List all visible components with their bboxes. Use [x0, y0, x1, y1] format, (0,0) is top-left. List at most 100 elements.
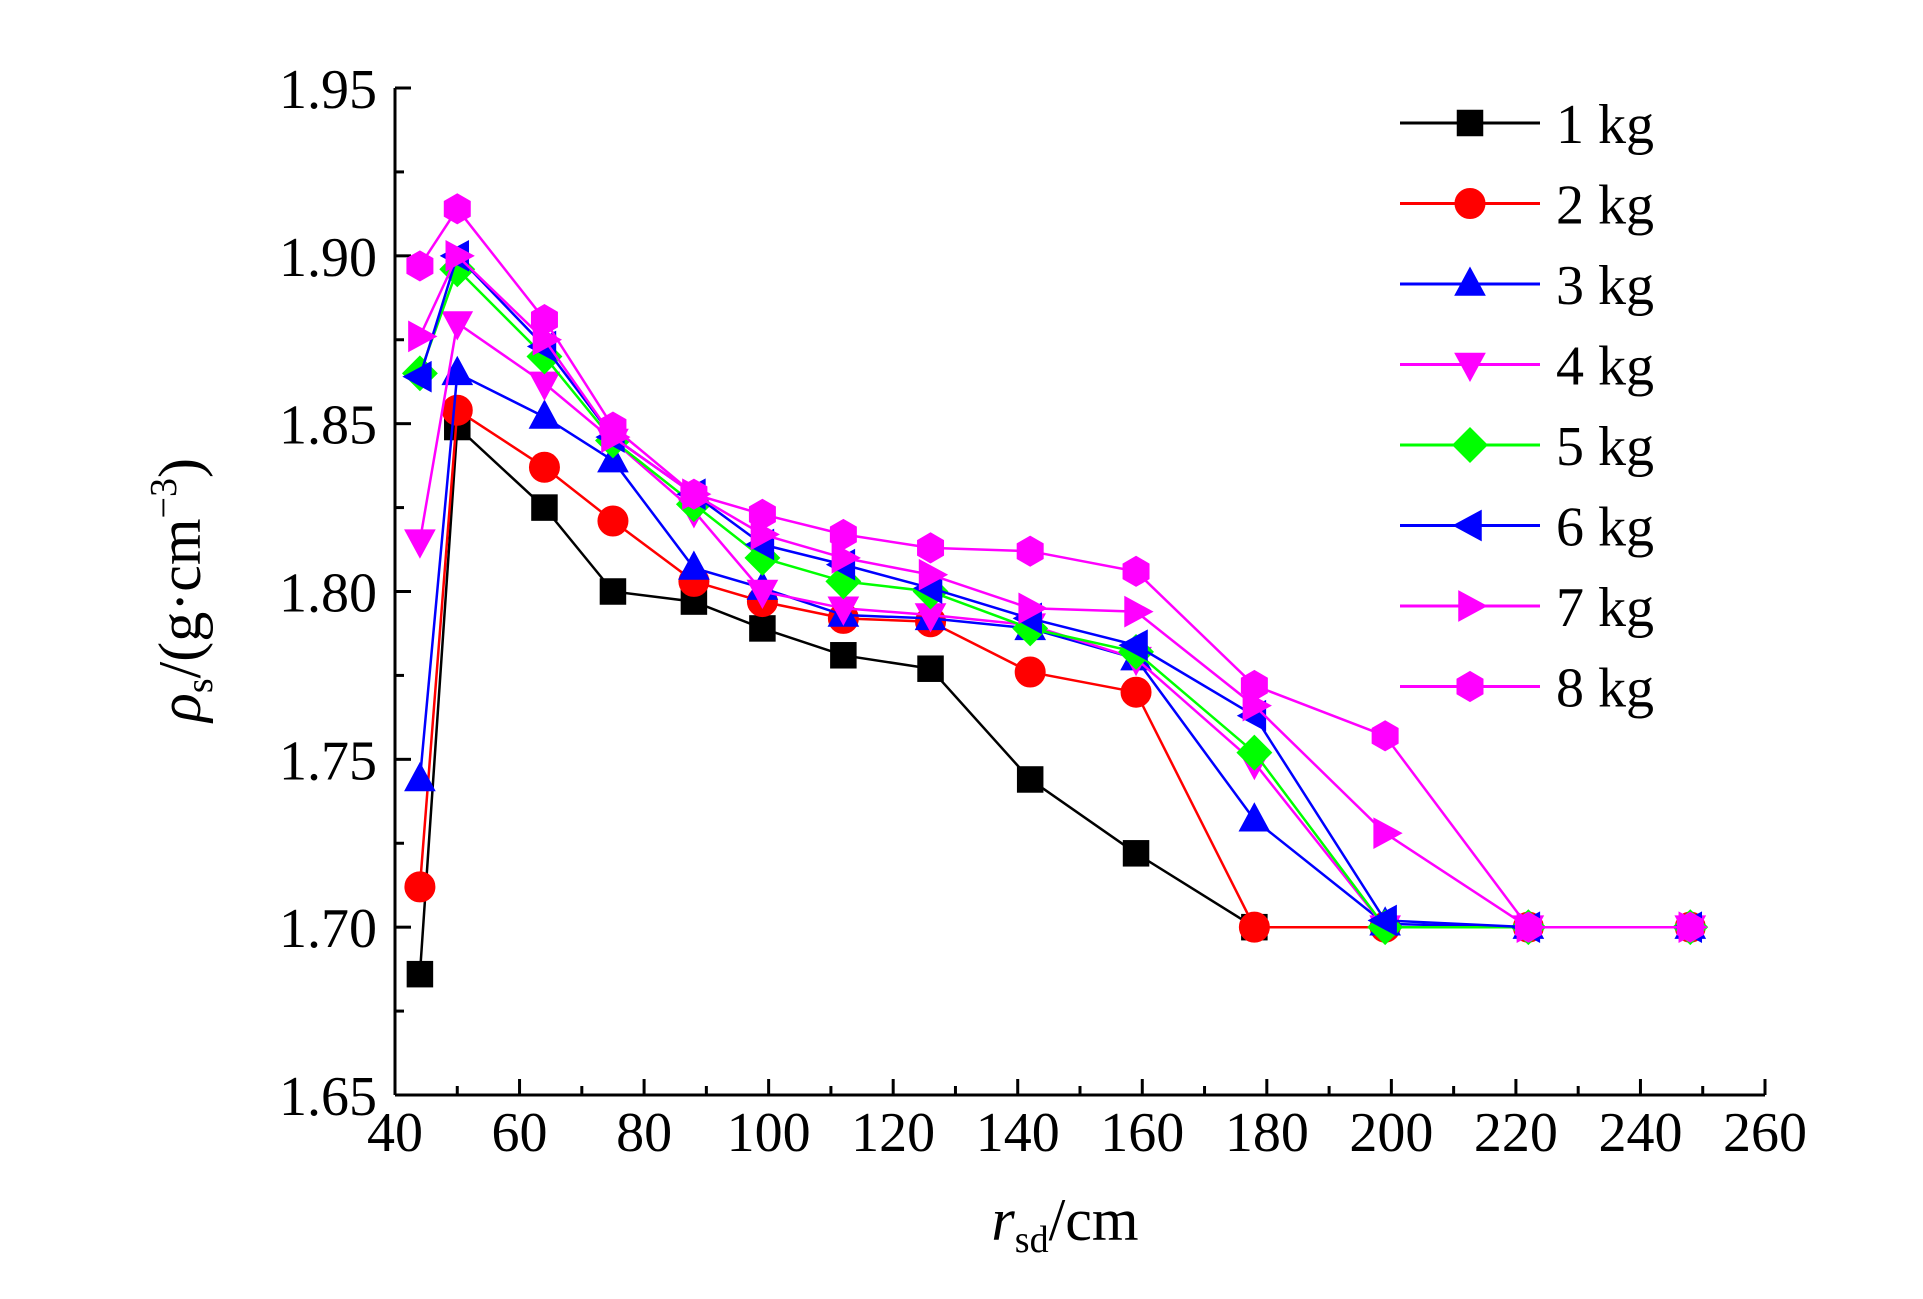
legend-marker [1454, 266, 1486, 296]
series-layer [401, 193, 1709, 988]
y-axis-title-subscript: s [179, 678, 221, 693]
legend-marker [1454, 188, 1486, 219]
data-point [1238, 802, 1271, 832]
x-tick-label: 140 [976, 1102, 1060, 1164]
x-axis-ticks: 40 60 80 100 120 140 160 180 200 220 240 260 [367, 1079, 1807, 1164]
x-tick-label: 40 [367, 1102, 423, 1164]
legend-marker [1458, 590, 1488, 622]
y-axis-title: ρs/(g·cm−3) [143, 458, 221, 724]
y-axis-title-close: ) [147, 458, 213, 478]
data-point [1016, 535, 1044, 567]
y-tick-label: 1.65 [279, 1066, 377, 1128]
legend-label: 5 kg [1556, 416, 1654, 478]
x-tick-label: 180 [1225, 1102, 1309, 1164]
x-tick-label: 240 [1598, 1102, 1682, 1164]
legend-item: 2 kg [1400, 175, 1654, 237]
y-tick-label: 1.80 [279, 563, 377, 625]
series-5 [401, 251, 1709, 946]
x-tick-label: 160 [1100, 1102, 1184, 1164]
y-tick-label: 1.75 [279, 730, 377, 792]
data-point [406, 250, 434, 282]
data-point [404, 871, 436, 903]
data-point [528, 399, 561, 429]
data-point [1676, 911, 1704, 943]
legend-label: 1 kg [1556, 94, 1654, 156]
series-line [418, 407, 1691, 929]
legend-item: 8 kg [1400, 658, 1654, 720]
x-tick-label: 220 [1474, 1102, 1558, 1164]
x-tick-label: 80 [616, 1102, 672, 1164]
data-point [404, 761, 436, 792]
data-point [918, 558, 949, 591]
legend-marker [1456, 109, 1484, 137]
y-tick-label: 1.90 [279, 227, 377, 289]
legend-item: 6 kg [1400, 497, 1654, 559]
legend: 1 kg 2 kg 3 kg 4 kg 5 kg 6 kg 7 kg 8 kg [1400, 94, 1654, 720]
legend-label: 2 kg [1556, 175, 1654, 237]
data-point [1124, 595, 1154, 628]
x-axis-title-unit: /cm [1049, 1187, 1139, 1253]
legend-marker [1454, 352, 1486, 383]
legend-item: 3 kg [1400, 255, 1654, 317]
data-point [829, 518, 857, 551]
data-point [746, 579, 779, 610]
y-tick-label: 1.95 [279, 59, 377, 121]
data-point [597, 505, 629, 537]
legend-marker [1452, 427, 1488, 463]
series-line [418, 206, 1691, 929]
data-point [443, 193, 471, 225]
data-point [1120, 676, 1152, 708]
y-axis-title-superscript: −3 [143, 478, 185, 518]
series-line [418, 267, 1691, 929]
legend-label: 7 kg [1556, 577, 1654, 639]
data-point [599, 578, 627, 605]
x-axis-title: rsd/cm [991, 1187, 1138, 1261]
data-point [1373, 817, 1403, 850]
data-point [404, 529, 436, 559]
data-point [1016, 766, 1044, 793]
data-point [749, 615, 776, 642]
y-axis-title-unit: /(g·cm [147, 518, 213, 678]
x-tick-label: 60 [492, 1102, 548, 1164]
y-tick-label: 1.70 [279, 898, 377, 960]
data-point [1118, 629, 1148, 662]
y-tick-label: 1.85 [279, 395, 377, 457]
data-point [1236, 734, 1273, 771]
legend-item: 7 kg [1400, 577, 1654, 639]
series-line [418, 253, 1691, 929]
data-point [408, 320, 438, 353]
legend-item: 4 kg [1400, 336, 1654, 398]
data-point [402, 360, 432, 393]
data-point [406, 960, 434, 988]
legend-item: 1 kg [1400, 94, 1654, 156]
data-point [1371, 720, 1399, 752]
data-point [917, 655, 944, 682]
y-axis-ticks: 1.65 1.70 1.75 1.80 1.85 1.90 1.95 [279, 59, 411, 1128]
data-point [680, 478, 708, 510]
legend-marker [1452, 509, 1482, 542]
y-axis-title-symbol: ρ [147, 693, 213, 724]
data-point [678, 550, 710, 580]
x-axis-title-symbol: r [991, 1187, 1015, 1253]
data-point [445, 239, 475, 272]
x-tick-label: 120 [851, 1102, 935, 1164]
x-tick-label: 100 [727, 1102, 811, 1164]
x-tick-label: 260 [1723, 1102, 1807, 1164]
series-2 [404, 394, 1706, 943]
data-point [1238, 911, 1270, 943]
x-tick-label: 200 [1349, 1102, 1433, 1164]
legend-marker [1456, 670, 1484, 703]
data-point [441, 311, 474, 341]
data-point [917, 532, 945, 564]
data-point [528, 371, 561, 401]
series-6 [402, 239, 1703, 944]
data-point [831, 542, 861, 574]
data-point [599, 411, 627, 443]
data-point [1014, 656, 1046, 688]
data-point [441, 394, 473, 426]
legend-item: 5 kg [1400, 416, 1654, 478]
x-axis-title-subscript: sd [1015, 1219, 1049, 1261]
legend-label: 4 kg [1556, 336, 1654, 398]
data-point [531, 494, 558, 521]
